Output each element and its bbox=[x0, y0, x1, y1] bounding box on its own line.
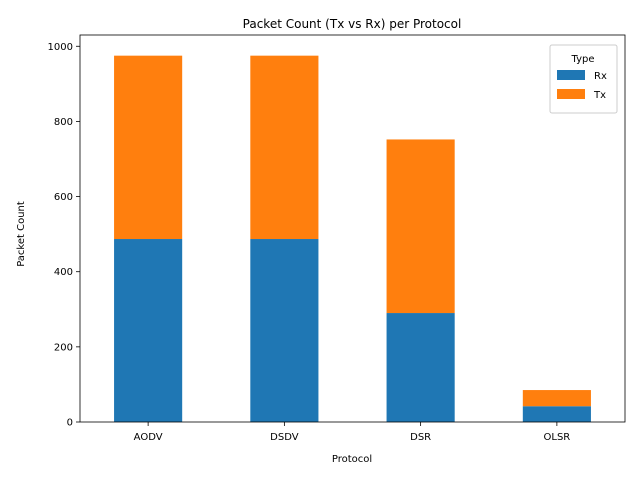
y-tick-label: 0 bbox=[67, 418, 73, 429]
bar-rx-olsr bbox=[522, 406, 591, 422]
bar-rx-dsr bbox=[386, 313, 455, 422]
legend-swatch-rx bbox=[557, 70, 585, 80]
y-tick-label: 200 bbox=[54, 342, 73, 353]
x-tick-label: DSDV bbox=[270, 432, 299, 443]
y-tick-label: 600 bbox=[54, 192, 73, 203]
legend-label-tx: Tx bbox=[593, 90, 606, 101]
x-axis-title: Protocol bbox=[332, 454, 372, 465]
chart-title: Packet Count (Tx vs Rx) per Protocol bbox=[243, 17, 462, 31]
y-tick-label: 400 bbox=[54, 267, 73, 278]
y-axis-title: Packet Count bbox=[16, 201, 27, 267]
legend-items: Rx Tx bbox=[557, 70, 607, 101]
legend-title: Type bbox=[571, 54, 595, 65]
bar-rx-dsdv bbox=[250, 239, 319, 422]
y-tick-label: 800 bbox=[54, 117, 73, 128]
bar-tx-aodv bbox=[114, 55, 183, 240]
legend: Type Rx Tx bbox=[549, 44, 618, 114]
legend-swatch-tx bbox=[557, 89, 585, 99]
x-tick-label: AODV bbox=[134, 432, 163, 443]
x-tick-label: DSR bbox=[410, 432, 431, 443]
plot-area: AODV DSDV DSR OLSR 0 200 400 600 800 1000 bbox=[48, 34, 626, 443]
bar-tx-olsr bbox=[522, 390, 591, 407]
axes-frame bbox=[79, 34, 626, 423]
bar-tx-dsr bbox=[386, 139, 455, 314]
y-tick-label: 1000 bbox=[48, 42, 73, 53]
bar-rx-aodv bbox=[114, 239, 183, 422]
x-tick-label: OLSR bbox=[544, 432, 571, 443]
bar-tx-dsdv bbox=[250, 55, 319, 240]
legend-label-rx: Rx bbox=[594, 71, 607, 82]
